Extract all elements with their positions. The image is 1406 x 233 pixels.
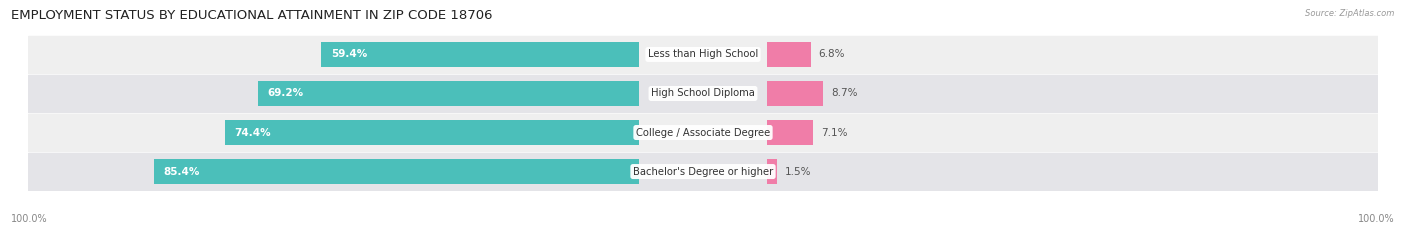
Text: 74.4%: 74.4%: [235, 127, 271, 137]
Bar: [28, 114, 1378, 151]
Text: 59.4%: 59.4%: [330, 49, 367, 59]
Bar: [28, 75, 1378, 112]
Text: College / Associate Degree: College / Associate Degree: [636, 127, 770, 137]
Bar: [768, 42, 811, 67]
Text: 85.4%: 85.4%: [163, 167, 200, 177]
Bar: [28, 153, 1378, 190]
Text: 100.0%: 100.0%: [1358, 214, 1395, 224]
Text: 7.1%: 7.1%: [821, 127, 848, 137]
Text: 1.5%: 1.5%: [785, 167, 811, 177]
Bar: [321, 42, 638, 67]
Text: EMPLOYMENT STATUS BY EDUCATIONAL ATTAINMENT IN ZIP CODE 18706: EMPLOYMENT STATUS BY EDUCATIONAL ATTAINM…: [11, 9, 492, 22]
Bar: [768, 159, 778, 184]
Bar: [155, 159, 638, 184]
Text: Less than High School: Less than High School: [648, 49, 758, 59]
Text: 8.7%: 8.7%: [831, 89, 858, 99]
Text: 6.8%: 6.8%: [818, 49, 845, 59]
Bar: [768, 120, 813, 145]
Text: 69.2%: 69.2%: [269, 89, 304, 99]
Bar: [225, 120, 638, 145]
Text: 100.0%: 100.0%: [11, 214, 48, 224]
Bar: [259, 81, 638, 106]
Text: Bachelor's Degree or higher: Bachelor's Degree or higher: [633, 167, 773, 177]
Text: Source: ZipAtlas.com: Source: ZipAtlas.com: [1305, 9, 1395, 18]
Bar: [28, 36, 1378, 73]
Bar: [768, 81, 823, 106]
Text: High School Diploma: High School Diploma: [651, 89, 755, 99]
